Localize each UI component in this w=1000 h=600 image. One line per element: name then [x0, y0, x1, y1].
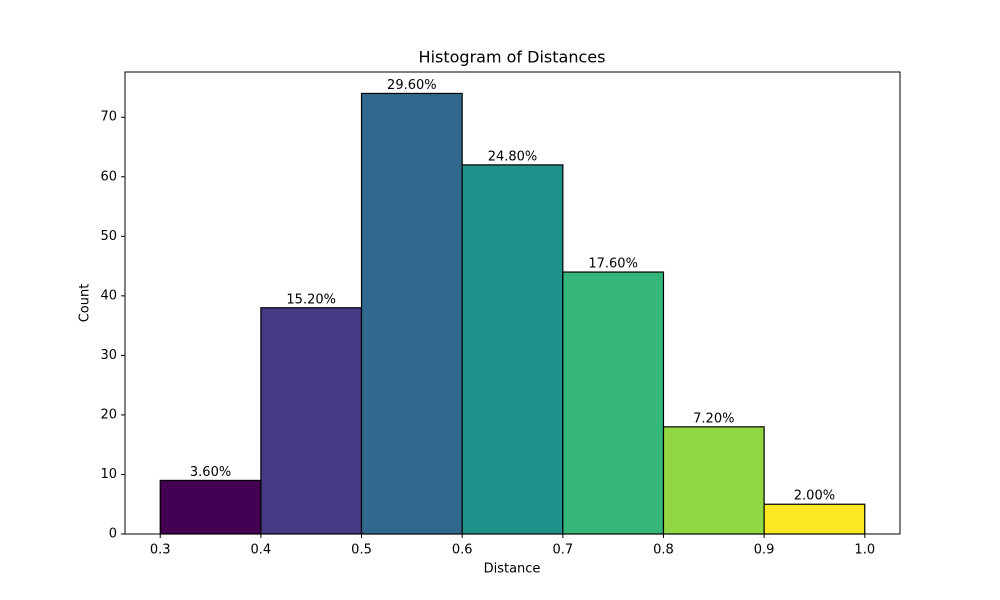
x-tick-label: 1.0 — [854, 543, 875, 558]
x-tick-label: 0.4 — [251, 543, 272, 558]
y-tick-label: 50 — [100, 229, 117, 244]
bar — [763, 503, 866, 535]
bar — [159, 479, 262, 535]
bar — [662, 426, 765, 535]
value-label: 3.60% — [190, 465, 231, 480]
bar — [360, 92, 463, 535]
chart-title: Histogram of Distances — [419, 48, 606, 67]
y-tick-label: 30 — [100, 348, 117, 363]
value-label: 15.20% — [286, 292, 336, 307]
y-tick-label: 10 — [100, 467, 117, 482]
plot-frame — [124, 71, 901, 535]
x-tick-label: 0.3 — [150, 543, 171, 558]
x-tick-label: 0.8 — [653, 543, 674, 558]
x-tick-label: 0.9 — [754, 543, 775, 558]
bar — [562, 271, 665, 535]
y-tick-label: 60 — [100, 169, 117, 184]
y-tick-label: 70 — [100, 110, 117, 125]
y-tick-label: 20 — [100, 407, 117, 422]
y-axis-label: Count — [78, 284, 93, 323]
x-tick-label: 0.7 — [552, 543, 573, 558]
value-label: 7.20% — [693, 411, 734, 426]
bar — [461, 164, 564, 535]
value-label: 29.60% — [387, 78, 437, 93]
x-axis-label: Distance — [484, 562, 541, 577]
y-tick-label: 40 — [100, 288, 117, 303]
y-tick-label: 0 — [109, 527, 117, 542]
value-label: 17.60% — [588, 257, 638, 272]
value-label: 24.80% — [488, 149, 538, 164]
x-tick-label: 0.5 — [351, 543, 372, 558]
x-tick-label: 0.6 — [452, 543, 473, 558]
value-label: 2.00% — [794, 489, 835, 504]
bar — [260, 307, 363, 535]
